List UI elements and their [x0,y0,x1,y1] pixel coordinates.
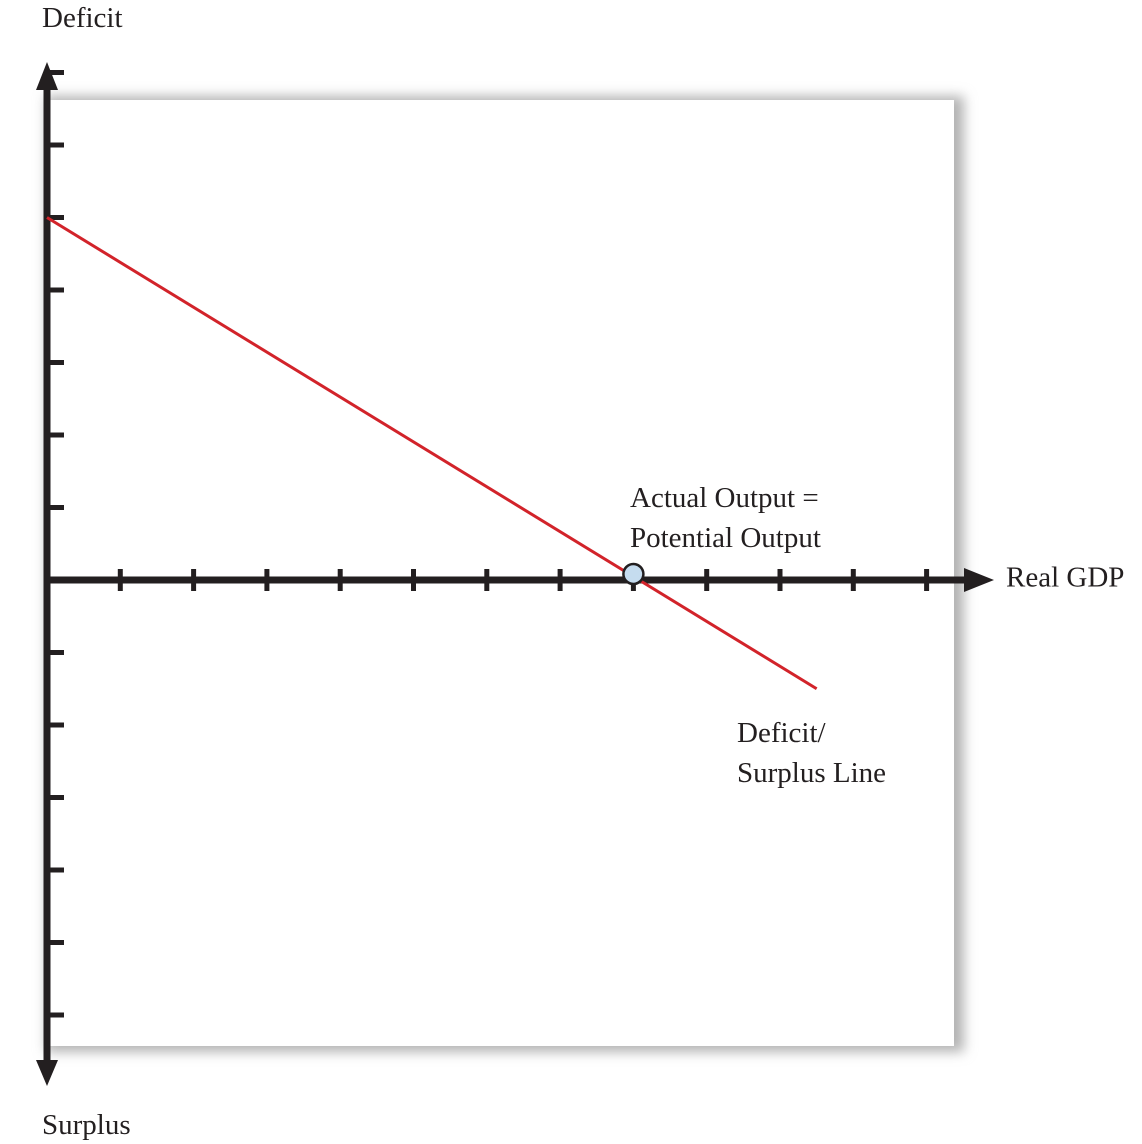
deficit-surplus-line [46,216,818,691]
series-label-line-2: Surplus Line [737,757,886,789]
y-axis-arrow-down [36,1060,58,1086]
x-axis-arrow-right [964,568,994,592]
plot-panel [50,100,954,1046]
equilibrium-marker [622,562,645,586]
marker-annotation-line-1: Actual Output = [630,482,819,514]
marker-annotation-line-2: Potential Output [630,522,821,554]
series-label-line-1: Deficit/ [737,717,827,749]
x-axis-label: Real GDP [1006,562,1124,594]
y-axis-arrow-up [36,62,58,90]
y-axis-label-bottom: Surplus [42,1109,131,1141]
y-axis-label-top: Deficit [42,2,123,34]
